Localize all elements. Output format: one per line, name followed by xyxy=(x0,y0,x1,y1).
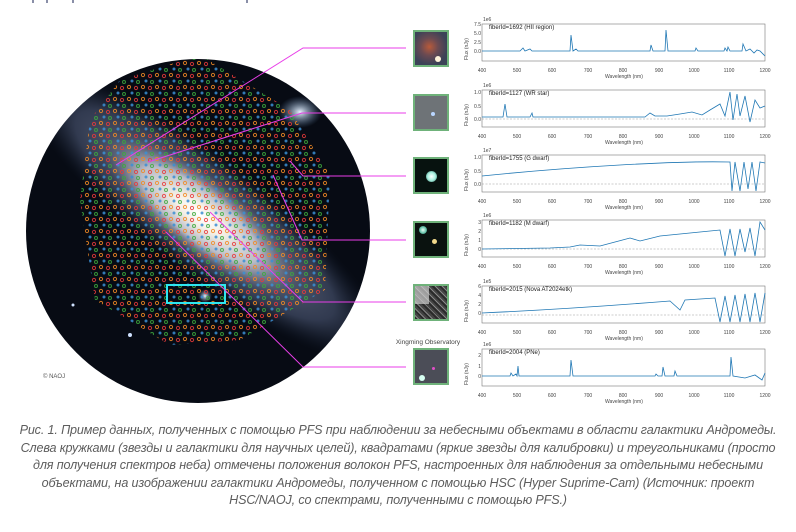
spectrum-panel-g-dwarf: 1e7 fiberId=1755 (G dwarf) Flux (nJy) 1.… xyxy=(463,148,771,211)
thumbnail-g-dwarf xyxy=(413,157,449,194)
panel-title: fiberId=1127 (WR star) xyxy=(489,91,550,97)
copyright-notice: © NAOJ xyxy=(43,374,66,380)
panel-title: fiberId=1755 (G dwarf) xyxy=(489,156,550,162)
panel-title: fiberId=2015 (Nova AT2024etk) xyxy=(489,287,573,293)
spectrum-panel-pne: 1e6 fiberId=2004 (PNe) Flux (nJy) 2 1 0 … xyxy=(463,342,771,405)
connector-lines xyxy=(115,47,406,368)
thumbnail-hii-region xyxy=(413,30,449,67)
thumbnail-nova xyxy=(413,284,449,321)
spectrum-panel-nova: 1e5 fiberId=2015 (Nova AT2024etk) Flux (… xyxy=(463,279,771,342)
panel-title: fiberId=1692 (HII region) xyxy=(489,25,555,31)
thumbnail-pne xyxy=(413,348,449,385)
andromeda-galaxy-image xyxy=(26,47,406,403)
top-cropped-text-fragment xyxy=(0,0,796,4)
spectrum-panel-hii: 1e6 fiberId=1692 (HII region) Flux (nJy)… xyxy=(463,17,771,80)
spectrum-panel-wr: 1e6 fiberId=1127 (WR star) Flux (nJy) 1.… xyxy=(463,83,771,146)
figure-caption: Рис. 1. Пример данных, полученных с помо… xyxy=(19,423,777,508)
pfs-andromeda-figure: © NAOJ Xingming Observatory 1e6 fiberId=… xyxy=(26,17,771,405)
spectrum-panel-m-dwarf: 1e6 fiberId=1182 (M dwarf) Flux (nJy) 3 … xyxy=(463,213,771,276)
panel-title: fiberId=1182 (M dwarf) xyxy=(489,221,550,227)
panel-title: fiberId=2004 (PNe) xyxy=(489,350,540,356)
thumbnail-m-dwarf xyxy=(413,221,449,258)
thumbnail-wr-star xyxy=(413,94,449,131)
thumbnail-credit: Xingming Observatory xyxy=(395,339,461,346)
